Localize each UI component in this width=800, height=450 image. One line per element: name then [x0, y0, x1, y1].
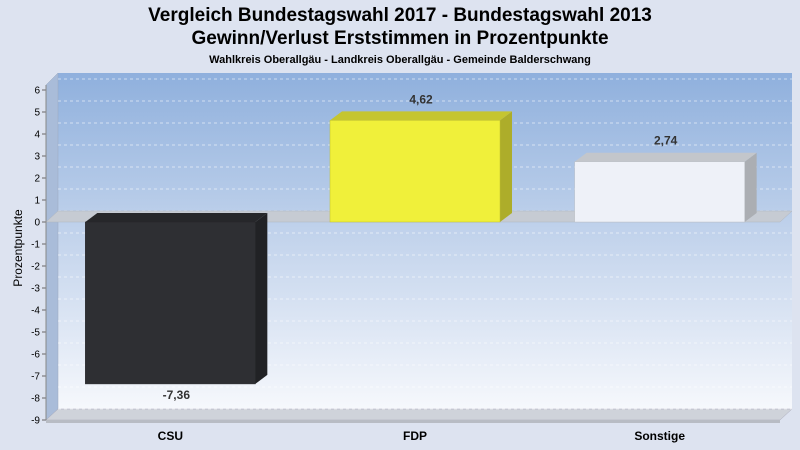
plot-side-wall — [45, 72, 59, 421]
y-tick-label: -5 — [31, 328, 40, 339]
bar-value-label: -7,36 — [163, 388, 191, 402]
x-category-label: Sonstige — [634, 429, 685, 443]
y-tick-label: -2 — [31, 262, 40, 273]
y-tick-label: 1 — [34, 196, 40, 207]
bar-top — [574, 152, 757, 162]
bar-top — [85, 213, 268, 222]
y-tick-label: 0 — [34, 218, 40, 229]
y-tick-label: -1 — [31, 240, 40, 251]
y-tick-label: -3 — [31, 284, 40, 295]
chart-title: Vergleich Bundestagswahl 2017 - Bundesta… — [148, 5, 652, 26]
chart-region-subtitle: Wahlkreis Oberallgäu - Landkreis Oberall… — [209, 54, 591, 66]
bar-value-label: 4,62 — [409, 92, 433, 106]
y-axis-label: Prozentpunkte — [11, 209, 25, 287]
y-tick-label: -9 — [31, 416, 40, 427]
bar-fdp — [329, 120, 501, 223]
y-tick-label: 3 — [34, 152, 40, 163]
plot-floor-edge — [46, 420, 780, 423]
bar-value-label: 2,74 — [654, 134, 678, 148]
chart-subtitle: Gewinn/Verlust Erststimmen in Prozentpun… — [191, 28, 609, 49]
bar-side — [500, 111, 512, 222]
bar-side — [255, 213, 268, 384]
bar-sonstige — [574, 161, 745, 223]
y-tick-label: -6 — [31, 350, 40, 361]
x-category-label: CSU — [158, 429, 183, 443]
y-tick-label: -7 — [31, 372, 40, 383]
y-tick-label: 2 — [34, 174, 40, 185]
plot-floor — [45, 408, 793, 421]
bar-csu — [85, 221, 256, 385]
y-tick-label: 5 — [34, 108, 40, 119]
bar-top — [330, 111, 512, 121]
bar-side — [744, 152, 757, 222]
y-tick-label: -4 — [31, 306, 40, 317]
y-tick-label: 4 — [34, 130, 40, 141]
y-tick-label: 6 — [34, 86, 40, 97]
y-tick-label: -8 — [31, 394, 40, 405]
x-category-label: FDP — [403, 429, 427, 443]
